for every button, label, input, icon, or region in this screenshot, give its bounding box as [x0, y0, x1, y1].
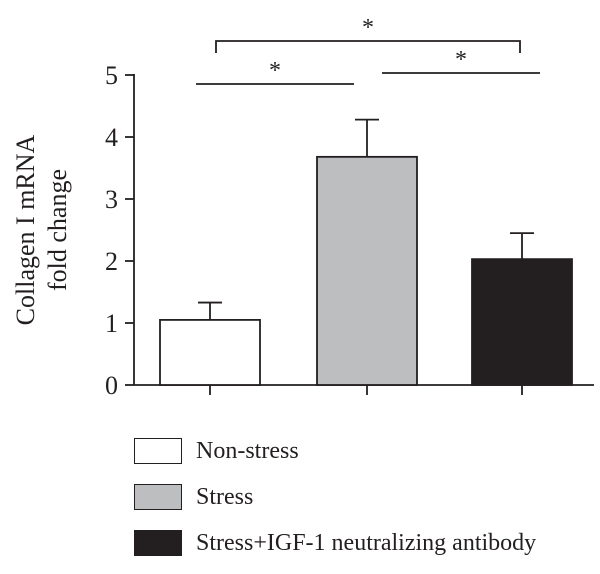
bar-chart: Collagen I mRNA fold change 0 1 2 3 4 5 * * * [11, 15, 594, 400]
significance-label: * [455, 47, 467, 73]
legend-label: Non-stress [196, 438, 299, 464]
y-tick-label: 5 [105, 61, 118, 90]
y-tick-label: 0 [105, 371, 118, 400]
significance-label: * [269, 58, 281, 84]
legend-swatch [134, 530, 182, 556]
y-axis-label-line-1: Collagen I mRNA [11, 134, 40, 325]
legend-label: Stress+IGF-1 neutralizing antibody [196, 530, 537, 556]
bar [471, 258, 573, 386]
significance-bracket [215, 40, 521, 53]
legend-swatch [134, 438, 182, 464]
y-tick-label: 1 [105, 309, 118, 338]
bar [316, 155, 418, 386]
y-axis-label-line-2: fold change [43, 169, 72, 291]
y-tick-label: 2 [105, 247, 118, 276]
legend-swatch [134, 484, 182, 510]
significance-label: * [362, 15, 374, 41]
bars [159, 118, 573, 386]
legend-label: Stress [196, 484, 254, 510]
y-tick-label: 4 [105, 123, 118, 152]
y-tick-label: 3 [105, 185, 118, 214]
bar [159, 318, 261, 386]
significance-brackets: * * * [196, 15, 540, 85]
y-axis-label: Collagen I mRNA fold change [11, 134, 72, 325]
